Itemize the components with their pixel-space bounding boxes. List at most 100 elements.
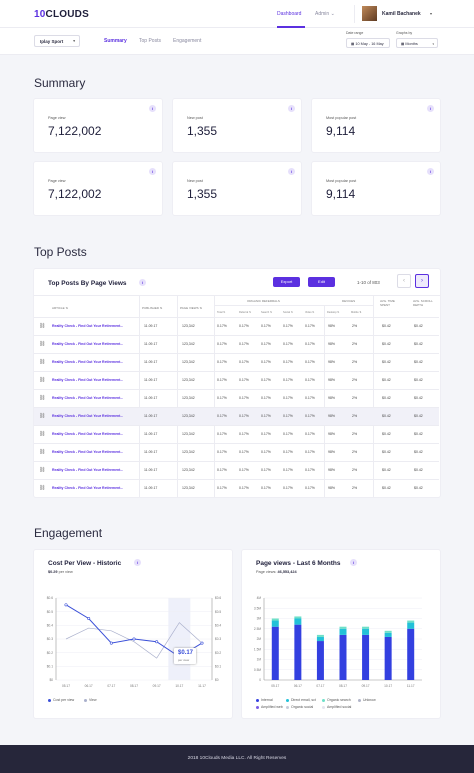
data-point[interactable] bbox=[132, 637, 136, 641]
table-cell: 11.09.17 bbox=[144, 450, 158, 454]
article-link[interactable]: Reality Check - Find Out Your Retirement… bbox=[52, 360, 124, 364]
info-icon[interactable]: i bbox=[134, 559, 141, 566]
link-icon[interactable]: ⛓ bbox=[39, 485, 46, 491]
article-link[interactable]: Reality Check - Find Out Your Retirement… bbox=[52, 486, 124, 490]
bar-direct-email-sct[interactable] bbox=[407, 622, 415, 629]
table-row[interactable]: ⛓ Reality Check - Find Out Your Retiremen… bbox=[34, 425, 439, 443]
subheader-total[interactable]: Total ⇅ bbox=[217, 311, 226, 314]
subheader-desktop[interactable]: Desktop ⇅ bbox=[327, 311, 340, 314]
table-row[interactable]: ⛓ Reality Check - Find Out Your Retiremen… bbox=[34, 317, 439, 335]
subheader-referral[interactable]: Referral ⇅ bbox=[239, 311, 252, 314]
bar-organic-search[interactable] bbox=[362, 626, 370, 629]
bar-direct-email-sct[interactable] bbox=[362, 628, 370, 635]
bar-organic-search[interactable] bbox=[294, 616, 302, 619]
data-point[interactable] bbox=[155, 640, 159, 644]
tab-top-posts[interactable]: Top Posts bbox=[139, 38, 161, 44]
article-link[interactable]: Reality Check - Find Out Your Retirement… bbox=[52, 324, 124, 328]
data-point[interactable] bbox=[87, 617, 91, 621]
tab-engagement[interactable]: Engagement bbox=[173, 38, 202, 44]
article-link[interactable]: Reality Check - Find Out Your Retirement… bbox=[52, 342, 124, 346]
link-icon[interactable]: ⛓ bbox=[39, 413, 46, 419]
info-icon[interactable]: i bbox=[139, 279, 146, 286]
chart-tooltip: $0.17 per view bbox=[174, 648, 196, 664]
col-header-avg-time-spent[interactable]: Avg. Time Spent bbox=[380, 299, 395, 307]
article-link[interactable]: Reality Check - Find Out Your Retirement… bbox=[52, 468, 124, 472]
table-row[interactable]: ⛓ Reality Check - Find Out Your Retiremen… bbox=[34, 371, 439, 389]
data-point[interactable] bbox=[109, 641, 113, 645]
info-icon[interactable]: i bbox=[149, 168, 156, 175]
table-row[interactable]: ⛓ Reality Check - Find Out Your Retiremen… bbox=[34, 479, 439, 497]
table-row[interactable]: ⛓ Reality Check - Find Out Your Retiremen… bbox=[34, 461, 439, 479]
tab-summary[interactable]: Summary bbox=[104, 38, 127, 44]
avatar[interactable] bbox=[362, 6, 377, 21]
link-icon[interactable]: ⛓ bbox=[39, 431, 46, 437]
col-header-published[interactable]: Published ⇅ bbox=[142, 306, 163, 310]
table-row[interactable]: ⛓ Reality Check - Find Out Your Retiremen… bbox=[34, 335, 439, 353]
col-header-avg-scroll-depth[interactable]: Avg. Scroll Depth bbox=[413, 299, 433, 307]
subheader-social[interactable]: Social ⇅ bbox=[283, 311, 293, 314]
edit-button[interactable]: Edit bbox=[308, 277, 335, 287]
bar-internal[interactable] bbox=[316, 641, 324, 680]
data-point[interactable] bbox=[64, 603, 68, 607]
subheader-video[interactable]: Video ⇅ bbox=[305, 311, 315, 314]
table-row[interactable]: ⛓ Reality Check - Find Out Your Retiremen… bbox=[34, 389, 439, 407]
bar-internal[interactable] bbox=[362, 634, 370, 680]
bar-internal[interactable] bbox=[407, 628, 415, 680]
bar-direct-email-sct[interactable] bbox=[316, 636, 324, 642]
table-row[interactable]: ⛓ Reality Check - Find Out Your Retiremen… bbox=[34, 353, 439, 371]
site-select[interactable]: Iplay Sport ▾ bbox=[34, 35, 80, 47]
subheader-search[interactable]: Search ⇅ bbox=[261, 311, 273, 314]
bar-organic-search[interactable] bbox=[271, 618, 279, 621]
col-header-article[interactable]: Article ⇅ bbox=[52, 306, 68, 310]
info-icon[interactable]: i bbox=[149, 105, 156, 112]
article-link[interactable]: Reality Check - Find Out Your Retirement… bbox=[52, 432, 124, 436]
info-icon[interactable]: i bbox=[288, 168, 295, 175]
link-icon[interactable]: ⛓ bbox=[39, 323, 46, 329]
link-icon[interactable]: ⛓ bbox=[39, 449, 46, 455]
bar-internal[interactable] bbox=[384, 636, 392, 680]
x-tick-label: 09.17 bbox=[362, 684, 370, 688]
bar-direct-email-sct[interactable] bbox=[339, 628, 347, 635]
bar-internal[interactable] bbox=[339, 634, 347, 680]
article-link[interactable]: Reality Check - Find Out Your Retirement… bbox=[52, 396, 124, 400]
link-icon[interactable]: ⛓ bbox=[39, 377, 46, 383]
next-page-button[interactable]: › bbox=[415, 274, 429, 288]
info-icon[interactable]: i bbox=[350, 559, 357, 566]
bar-internal[interactable] bbox=[271, 626, 279, 680]
user-menu-caret-icon[interactable]: ▾ bbox=[430, 11, 433, 16]
logo[interactable]: 10CLOUDS bbox=[34, 9, 89, 20]
subheader-mobile[interactable]: Mobile ⇅ bbox=[351, 311, 362, 314]
article-link[interactable]: Reality Check - Find Out Your Retirement… bbox=[52, 378, 124, 382]
export-button[interactable]: Export bbox=[273, 277, 300, 287]
nav-dashboard[interactable]: Dashboard bbox=[277, 11, 302, 17]
info-icon[interactable]: i bbox=[427, 105, 434, 112]
article-link[interactable]: Reality Check - Find Out Your Retirement… bbox=[52, 450, 124, 454]
info-icon[interactable]: i bbox=[427, 168, 434, 175]
bar-organic-search[interactable] bbox=[384, 630, 392, 633]
link-icon[interactable]: ⛓ bbox=[39, 359, 46, 365]
pv-bar-chart: 4M 3.5M 3M 2.5M 2M 1.5M 1M 0.5M 0 05.17 06.17 07.17… bbox=[254, 596, 422, 688]
data-point[interactable] bbox=[200, 641, 204, 645]
bar-direct-email-sct[interactable] bbox=[271, 620, 279, 627]
nav-admin[interactable]: Admin ⌄ bbox=[315, 11, 335, 17]
col-header-page-views[interactable]: Page Views ⇅ bbox=[180, 306, 202, 310]
table-cell: 0.17% bbox=[283, 378, 293, 382]
link-icon[interactable]: ⛓ bbox=[39, 341, 46, 347]
prev-page-button[interactable]: ‹ bbox=[397, 274, 411, 288]
table-cell: $0.42 bbox=[414, 414, 423, 418]
table-row[interactable]: ⛓ Reality Check - Find Out Your Retiremen… bbox=[34, 443, 439, 461]
date-range-field[interactable]: ▦ 10 May - 16 May bbox=[346, 38, 390, 48]
info-icon[interactable]: i bbox=[288, 105, 295, 112]
link-icon[interactable]: ⛓ bbox=[39, 467, 46, 473]
bar-internal[interactable] bbox=[294, 624, 302, 680]
bar-organic-search[interactable] bbox=[407, 620, 415, 623]
bar-organic-search[interactable] bbox=[339, 626, 347, 629]
article-link[interactable]: Reality Check - Find Out Your Retirement… bbox=[52, 414, 124, 418]
link-icon[interactable]: ⛓ bbox=[39, 395, 46, 401]
table-row[interactable]: ⛓ Reality Check - Find Out Your Retiremen… bbox=[34, 407, 439, 425]
bar-organic-search[interactable] bbox=[316, 634, 324, 637]
bar-direct-email-sct[interactable] bbox=[384, 632, 392, 637]
user-name[interactable]: Kamil Bachanek bbox=[382, 11, 421, 17]
bar-direct-email-sct[interactable] bbox=[294, 618, 302, 625]
graphs-by-select[interactable]: ▦ Months ▾ bbox=[396, 38, 438, 48]
